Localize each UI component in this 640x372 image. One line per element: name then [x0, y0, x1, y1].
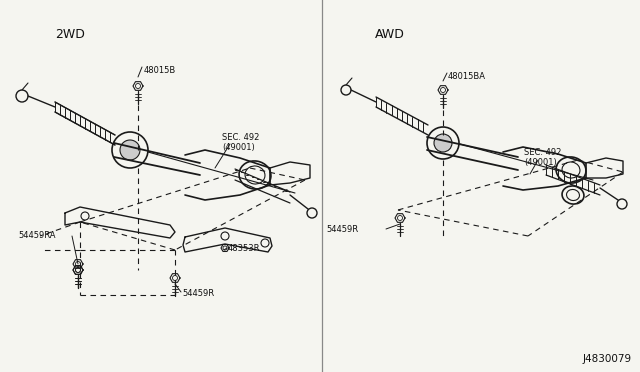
Text: J4830079: J4830079	[583, 354, 632, 364]
Text: (49001): (49001)	[222, 143, 255, 152]
Circle shape	[434, 134, 452, 152]
Text: 48015BA: 48015BA	[448, 72, 486, 81]
Text: 54459RA: 54459RA	[18, 231, 56, 240]
Text: 2WD: 2WD	[55, 28, 85, 41]
Text: 48353R: 48353R	[228, 244, 260, 253]
Text: SEC. 492: SEC. 492	[222, 133, 259, 142]
Text: AWD: AWD	[375, 28, 405, 41]
Text: (49001): (49001)	[524, 158, 557, 167]
Text: 54459R: 54459R	[182, 289, 214, 298]
Text: 48015B: 48015B	[144, 66, 176, 75]
Circle shape	[120, 140, 140, 160]
Text: 54459R: 54459R	[326, 225, 358, 234]
Text: SEC. 492: SEC. 492	[524, 148, 561, 157]
